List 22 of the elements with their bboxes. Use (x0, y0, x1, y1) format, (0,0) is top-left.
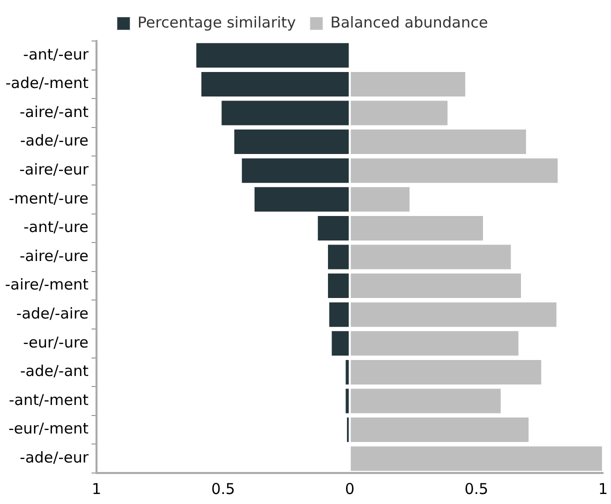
y-tick-label: -ant/-ment (8, 390, 89, 409)
x-tick-label: 1 (92, 480, 102, 498)
y-tick-label: -ment/-ure (8, 189, 89, 208)
y-tick-label: -ade/-ant (20, 362, 89, 380)
x-tick-label: 1 (598, 480, 608, 498)
x-tick-label: 0.5 (211, 480, 236, 498)
legend-label: Balanced abundance (330, 13, 488, 32)
x-tick-label: 0.5 (464, 480, 488, 498)
y-tick-label: -ade/-ment (5, 74, 89, 92)
y-tick-label: -eur/-ment (8, 420, 89, 438)
y-tick-label: -ant/-ure (23, 218, 89, 236)
x-tick-label: 0 (344, 480, 355, 498)
legend-label: Percentage similarity (138, 13, 296, 32)
y-tick-label: -ade/-ure (20, 132, 89, 150)
y-tick-label: -aire/-ment (4, 276, 89, 294)
y-tick-label: -aire/-eur (19, 160, 90, 178)
y-tick-label: -aire/-ant (20, 102, 89, 121)
y-tick-label: -ade/-eur (20, 448, 90, 466)
y-tick-label: -ant/-eur (23, 45, 90, 64)
y-tick-label: -ade/-aire (16, 304, 89, 322)
y-tick-label: -aire/-ure (20, 246, 89, 265)
y-tick-label: -eur/-ure (23, 333, 89, 352)
